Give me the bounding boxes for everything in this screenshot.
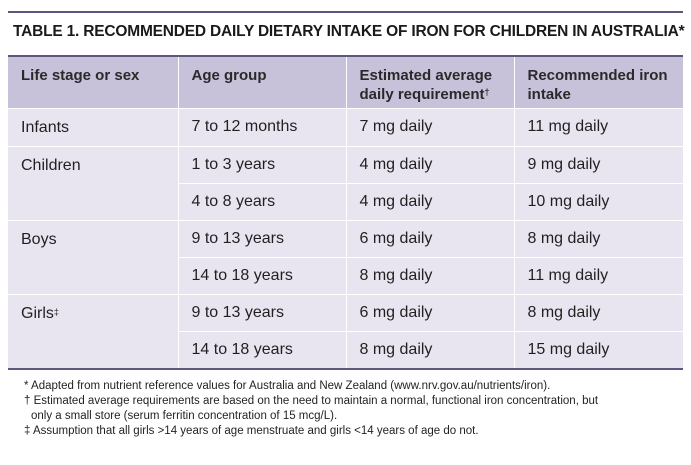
table-footnotes: * Adapted from nutrient reference values… xyxy=(8,367,683,452)
cell-ear: 6 mg daily xyxy=(346,293,515,331)
cell-sex: Infants xyxy=(8,107,179,146)
table-row: Girls‡ 9 to 13 years 6 mg daily 8 mg dai… xyxy=(8,293,683,368)
cell-rni: 11 mg daily xyxy=(514,256,683,294)
table-row: 14 to 18 years 8 mg daily 15 mg daily xyxy=(8,330,683,368)
cell-rni: 15 mg daily xyxy=(514,330,683,368)
cell-age: 1 to 3 years xyxy=(178,145,347,183)
cell-age: 7 to 12 months xyxy=(178,107,347,146)
double-dagger-mark: ‡ xyxy=(53,306,59,317)
table-row: 4 to 8 years 4 mg daily 10 mg daily xyxy=(8,182,683,220)
cell-age: 9 to 13 years xyxy=(178,219,347,257)
cell-rni: 8 mg daily xyxy=(514,219,683,257)
table-row: 14 to 18 years 8 mg daily 11 mg daily xyxy=(8,256,683,294)
dagger-mark: † xyxy=(484,87,490,97)
cell-rni: 10 mg daily xyxy=(514,182,683,220)
cell-age: 14 to 18 years xyxy=(178,330,347,368)
header-estimated-average-requirement: Estimated average daily requirement† xyxy=(346,57,515,108)
cell-ear: 4 mg daily xyxy=(346,182,515,220)
table-row: Infants 7 to 12 months 7 mg daily 11 mg … xyxy=(8,107,683,146)
footnote-ear: † Estimated average requirements are bas… xyxy=(24,394,599,407)
footnote-girls: ‡ Assumption that all girls >14 years of… xyxy=(24,424,479,437)
table-title-text: RECOMMENDED DAILY DIETARY INTAKE OF IRON… xyxy=(83,23,685,40)
cell-ear: 7 mg daily xyxy=(346,107,515,146)
cell-sex: Boys xyxy=(8,219,179,294)
footnote-source: * Adapted from nutrient reference values… xyxy=(24,379,551,392)
cell-age: 9 to 13 years xyxy=(178,293,347,331)
header-recommended-intake: Recommended iron intake xyxy=(514,57,683,108)
iron-intake-table-figure: TABLE 1. RECOMMENDED DAILY DIETARY INTAK… xyxy=(8,11,685,460)
cell-ear: 4 mg daily xyxy=(346,145,515,183)
header-age-group: Age group xyxy=(178,57,347,108)
table-row: Boys 9 to 13 years 6 mg daily 8 mg daily xyxy=(8,219,683,294)
table-title-label: TABLE 1. xyxy=(13,23,80,40)
cell-age: 14 to 18 years xyxy=(178,256,347,294)
cell-age: 4 to 8 years xyxy=(178,182,347,220)
iron-intake-table: Life stage or sex Age group Estimated av… xyxy=(8,57,683,368)
cell-ear: 8 mg daily xyxy=(346,330,515,368)
cell-ear: 6 mg daily xyxy=(346,219,515,257)
cell-rni: 11 mg daily xyxy=(514,107,683,146)
cell-sex: Children xyxy=(8,145,179,220)
cell-rni: 8 mg daily xyxy=(514,293,683,331)
cell-rni: 9 mg daily xyxy=(514,145,683,183)
table-header-row: Life stage or sex Age group Estimated av… xyxy=(8,57,683,108)
cell-ear: 8 mg daily xyxy=(346,256,515,294)
table-row: Children 1 to 3 years 4 mg daily 9 mg da… xyxy=(8,145,683,220)
footnote-ear-continued: only a small store (serum ferritin conce… xyxy=(31,409,338,422)
cell-sex: Girls‡ xyxy=(8,293,179,368)
header-life-stage: Life stage or sex xyxy=(8,57,179,108)
table-title: TABLE 1. RECOMMENDED DAILY DIETARY INTAK… xyxy=(8,13,685,57)
